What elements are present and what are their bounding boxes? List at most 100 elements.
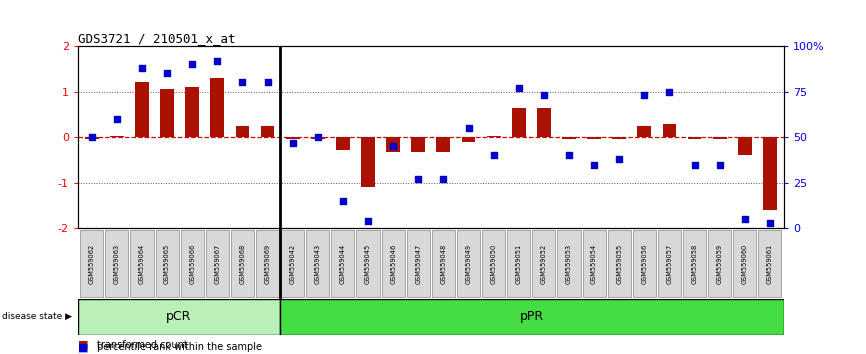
Bar — [436, 137, 450, 152]
FancyBboxPatch shape — [106, 230, 128, 297]
Text: GSM559061: GSM559061 — [767, 244, 773, 284]
Point — [537, 92, 551, 98]
FancyBboxPatch shape — [281, 230, 304, 297]
Point — [236, 80, 249, 85]
FancyBboxPatch shape — [357, 230, 379, 297]
Point — [336, 198, 350, 204]
FancyBboxPatch shape — [734, 230, 756, 297]
Bar — [537, 108, 551, 137]
Text: GSM559062: GSM559062 — [88, 244, 94, 284]
Text: pPR: pPR — [520, 310, 544, 323]
Text: percentile rank within the sample: percentile rank within the sample — [97, 342, 262, 352]
Text: GSM559055: GSM559055 — [617, 244, 622, 284]
Text: GSM559050: GSM559050 — [491, 244, 496, 284]
Bar — [637, 126, 651, 137]
Point — [462, 125, 475, 131]
Bar — [512, 108, 526, 137]
Text: GSM559065: GSM559065 — [164, 244, 170, 284]
Bar — [487, 136, 501, 137]
Bar — [210, 78, 224, 137]
Text: GSM559048: GSM559048 — [441, 244, 446, 284]
Point — [612, 156, 626, 162]
Text: GSM559063: GSM559063 — [113, 244, 120, 284]
Point — [637, 92, 651, 98]
FancyBboxPatch shape — [708, 230, 731, 297]
Bar — [662, 124, 676, 137]
Text: GSM559067: GSM559067 — [215, 244, 220, 284]
Bar — [763, 137, 777, 210]
Bar — [261, 126, 275, 137]
Point — [311, 135, 325, 140]
Bar — [236, 126, 249, 137]
Bar — [386, 137, 400, 152]
Text: GSM559058: GSM559058 — [692, 244, 698, 284]
FancyBboxPatch shape — [206, 230, 229, 297]
FancyBboxPatch shape — [583, 230, 605, 297]
Text: ■: ■ — [78, 340, 88, 350]
Point — [210, 58, 224, 63]
Bar — [85, 137, 99, 139]
Point — [688, 162, 701, 167]
Text: GSM559068: GSM559068 — [240, 244, 245, 284]
FancyBboxPatch shape — [683, 230, 706, 297]
Bar — [135, 82, 149, 137]
Bar — [612, 137, 626, 139]
FancyBboxPatch shape — [81, 230, 103, 297]
Point — [185, 61, 199, 67]
Text: GSM559066: GSM559066 — [190, 244, 195, 284]
Text: pCR: pCR — [166, 310, 191, 323]
Bar — [160, 89, 174, 137]
Point — [662, 89, 676, 95]
Text: GSM559060: GSM559060 — [742, 244, 748, 284]
Point — [361, 218, 375, 224]
FancyBboxPatch shape — [131, 230, 153, 297]
FancyBboxPatch shape — [533, 230, 555, 297]
Text: GSM559044: GSM559044 — [340, 244, 346, 284]
Bar — [110, 136, 124, 137]
Point — [512, 85, 526, 91]
FancyBboxPatch shape — [231, 230, 254, 297]
FancyBboxPatch shape — [382, 230, 404, 297]
Point — [436, 176, 450, 182]
Text: GSM559049: GSM559049 — [466, 244, 471, 284]
FancyBboxPatch shape — [658, 230, 681, 297]
FancyBboxPatch shape — [432, 230, 455, 297]
Point — [261, 80, 275, 85]
Text: GSM559043: GSM559043 — [315, 244, 320, 284]
Bar — [336, 137, 350, 150]
Text: GSM559057: GSM559057 — [667, 244, 672, 284]
FancyBboxPatch shape — [307, 230, 329, 297]
Point — [286, 140, 300, 145]
Point — [110, 116, 124, 122]
Point — [562, 153, 576, 158]
Text: ■: ■ — [78, 342, 88, 352]
Text: GSM559054: GSM559054 — [591, 244, 597, 284]
Point — [411, 176, 425, 182]
Text: GSM559064: GSM559064 — [139, 244, 145, 284]
Point — [135, 65, 149, 71]
Bar — [562, 137, 576, 139]
Text: transformed count: transformed count — [97, 340, 188, 350]
Text: GSM559045: GSM559045 — [365, 244, 371, 284]
FancyBboxPatch shape — [608, 230, 630, 297]
FancyBboxPatch shape — [256, 230, 279, 297]
Point — [738, 216, 752, 222]
FancyBboxPatch shape — [280, 299, 784, 335]
Bar — [411, 137, 425, 152]
Text: GSM559059: GSM559059 — [717, 244, 723, 284]
Text: GDS3721 / 210501_x_at: GDS3721 / 210501_x_at — [78, 32, 236, 45]
FancyBboxPatch shape — [181, 230, 204, 297]
Point — [763, 220, 777, 226]
Bar — [361, 137, 375, 187]
Point — [487, 153, 501, 158]
Point — [85, 135, 99, 140]
Bar — [286, 137, 300, 139]
Bar — [688, 137, 701, 139]
Point — [713, 162, 727, 167]
FancyBboxPatch shape — [558, 230, 580, 297]
Bar — [713, 137, 727, 139]
Text: disease state ▶: disease state ▶ — [2, 312, 72, 321]
FancyBboxPatch shape — [457, 230, 480, 297]
Text: GSM559069: GSM559069 — [265, 244, 270, 284]
Bar — [185, 87, 199, 137]
